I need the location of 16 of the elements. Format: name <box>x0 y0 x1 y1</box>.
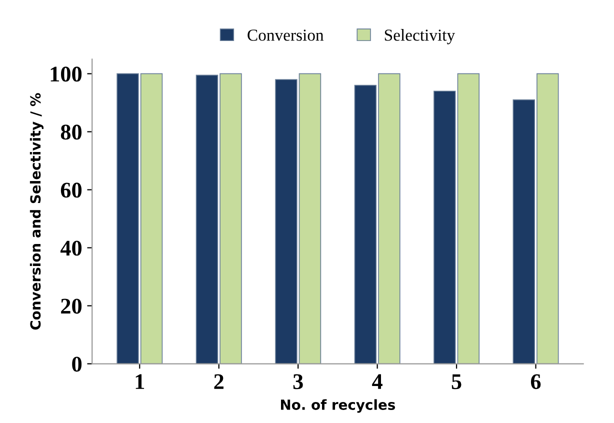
legend-label: Selectivity <box>384 29 456 44</box>
y-axis-title: Conversion and Selectivity / % <box>30 93 44 330</box>
legend-label: Conversion <box>248 30 324 41</box>
y-tick-label: 0 <box>72 356 82 372</box>
x-tick-label: 3 <box>293 374 303 390</box>
y-tick-label: 80 <box>60 124 82 140</box>
y-tick-label: 40 <box>60 240 82 256</box>
x-tick-label: 1 <box>136 374 144 389</box>
x-tick-label: 6 <box>530 374 541 390</box>
y-tick-label: 100 <box>50 66 82 82</box>
x-axis-title: No. of recycles <box>281 399 396 413</box>
y-tick-label: 60 <box>60 182 82 198</box>
x-tick-label: 2 <box>214 374 224 389</box>
y-tick-label: 20 <box>61 298 82 314</box>
x-tick-label: 4 <box>372 374 382 389</box>
x-tick-label: 5 <box>452 374 462 390</box>
